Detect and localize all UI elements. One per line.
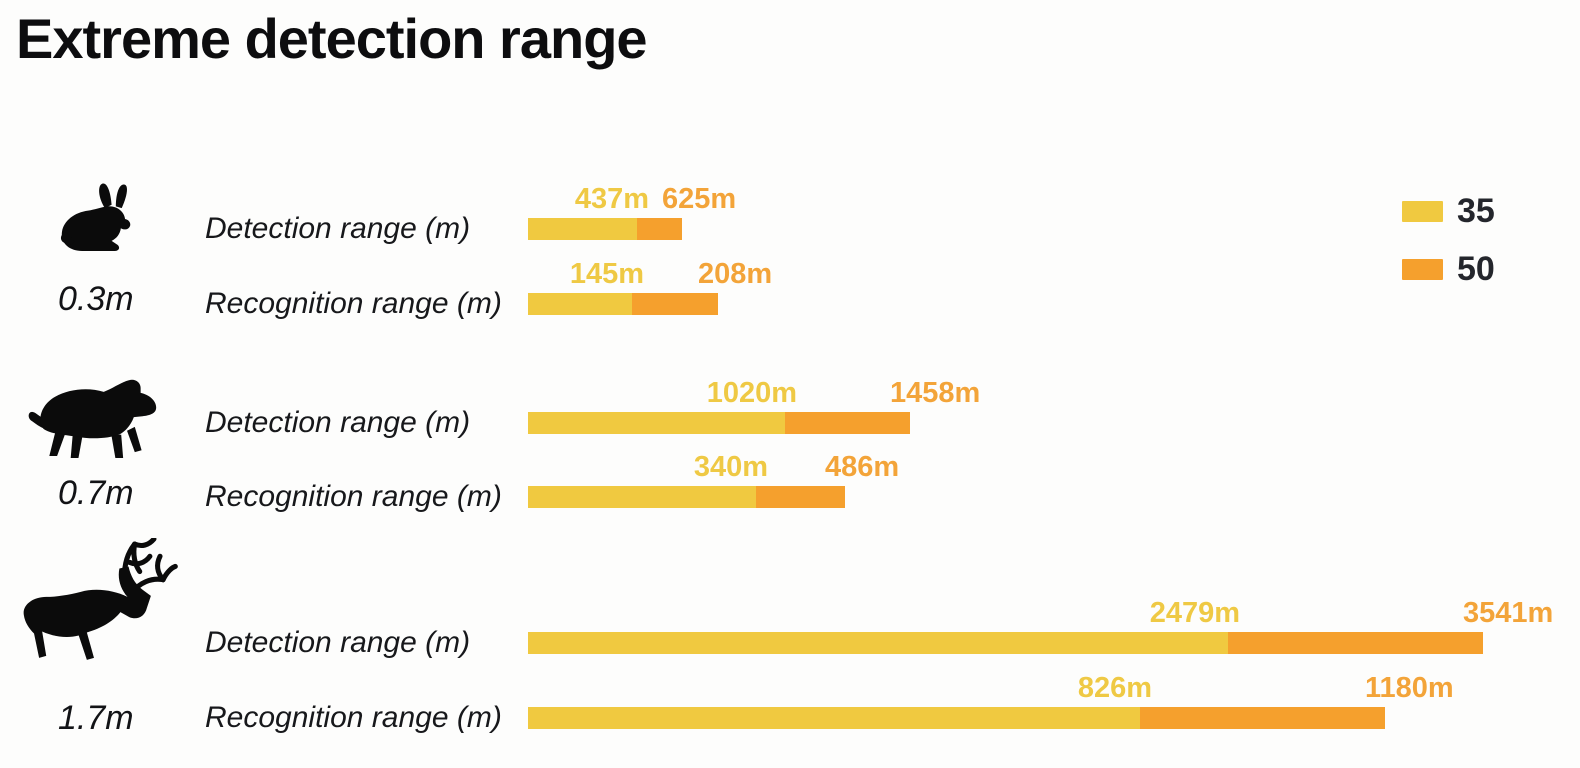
legend: 35 50 <box>1402 192 1495 312</box>
boar-recognition-bar: 340m 486m <box>528 452 899 508</box>
bar-segment-50 <box>756 486 845 508</box>
deer-icon <box>12 536 178 664</box>
recognition-range-label: Recognition range (m) <box>205 287 502 320</box>
legend-item-50: 50 <box>1402 250 1495 288</box>
legend-label: 35 <box>1457 192 1495 230</box>
bar-segment-35 <box>528 293 632 315</box>
bar-segment-50 <box>785 412 910 434</box>
value-50-label: 3541m <box>1463 597 1554 629</box>
detection-range-label: Detection range (m) <box>205 212 471 245</box>
value-35-label: 437m <box>574 183 649 215</box>
detection-range-label: Detection range (m) <box>205 406 471 439</box>
bar-segment-50 <box>1228 632 1483 654</box>
boar-detection-bar: 1020m 1458m <box>528 378 980 434</box>
bar-segment-50 <box>632 293 718 315</box>
legend-item-35: 35 <box>1402 192 1495 230</box>
deer-recognition-bar: 826m 1180m <box>528 673 1454 729</box>
rabbit-recognition-bar: 145m 208m <box>528 259 772 315</box>
value-35-label: 826m <box>1077 672 1152 704</box>
value-35-label: 2479m <box>1149 597 1240 629</box>
value-35-label: 340m <box>693 451 768 483</box>
rabbit-icon <box>52 182 146 256</box>
recognition-range-label: Recognition range (m) <box>205 480 502 513</box>
bar-segment-35 <box>528 707 1140 729</box>
value-50-label: 208m <box>698 258 773 290</box>
animal-height-label: 1.7m <box>58 699 134 737</box>
animal-height-label: 0.7m <box>58 474 134 512</box>
value-50-label: 1180m <box>1365 672 1454 704</box>
bar-segment-35 <box>528 412 785 434</box>
boar-icon <box>26 376 162 470</box>
detection-range-label: Detection range (m) <box>205 626 471 659</box>
legend-swatch-icon <box>1402 258 1443 280</box>
value-50-label: 486m <box>825 451 900 483</box>
rabbit-detection-bar: 437m 625m <box>528 184 736 240</box>
bar-segment-50 <box>637 218 682 240</box>
bar-segment-35 <box>528 486 756 508</box>
legend-label: 50 <box>1457 250 1495 288</box>
bar-segment-50 <box>1140 707 1385 729</box>
value-35-label: 145m <box>569 258 644 290</box>
value-50-label: 1458m <box>890 377 981 409</box>
animal-height-label: 0.3m <box>58 280 134 318</box>
bar-segment-35 <box>528 218 637 240</box>
value-35-label: 1020m <box>706 377 797 409</box>
bar-segment-35 <box>528 632 1228 654</box>
legend-swatch-icon <box>1402 200 1443 222</box>
recognition-range-label: Recognition range (m) <box>205 701 502 734</box>
value-50-label: 625m <box>662 183 737 215</box>
page-title: Extreme detection range <box>16 7 648 70</box>
deer-detection-bar: 2479m 3541m <box>528 598 1553 654</box>
